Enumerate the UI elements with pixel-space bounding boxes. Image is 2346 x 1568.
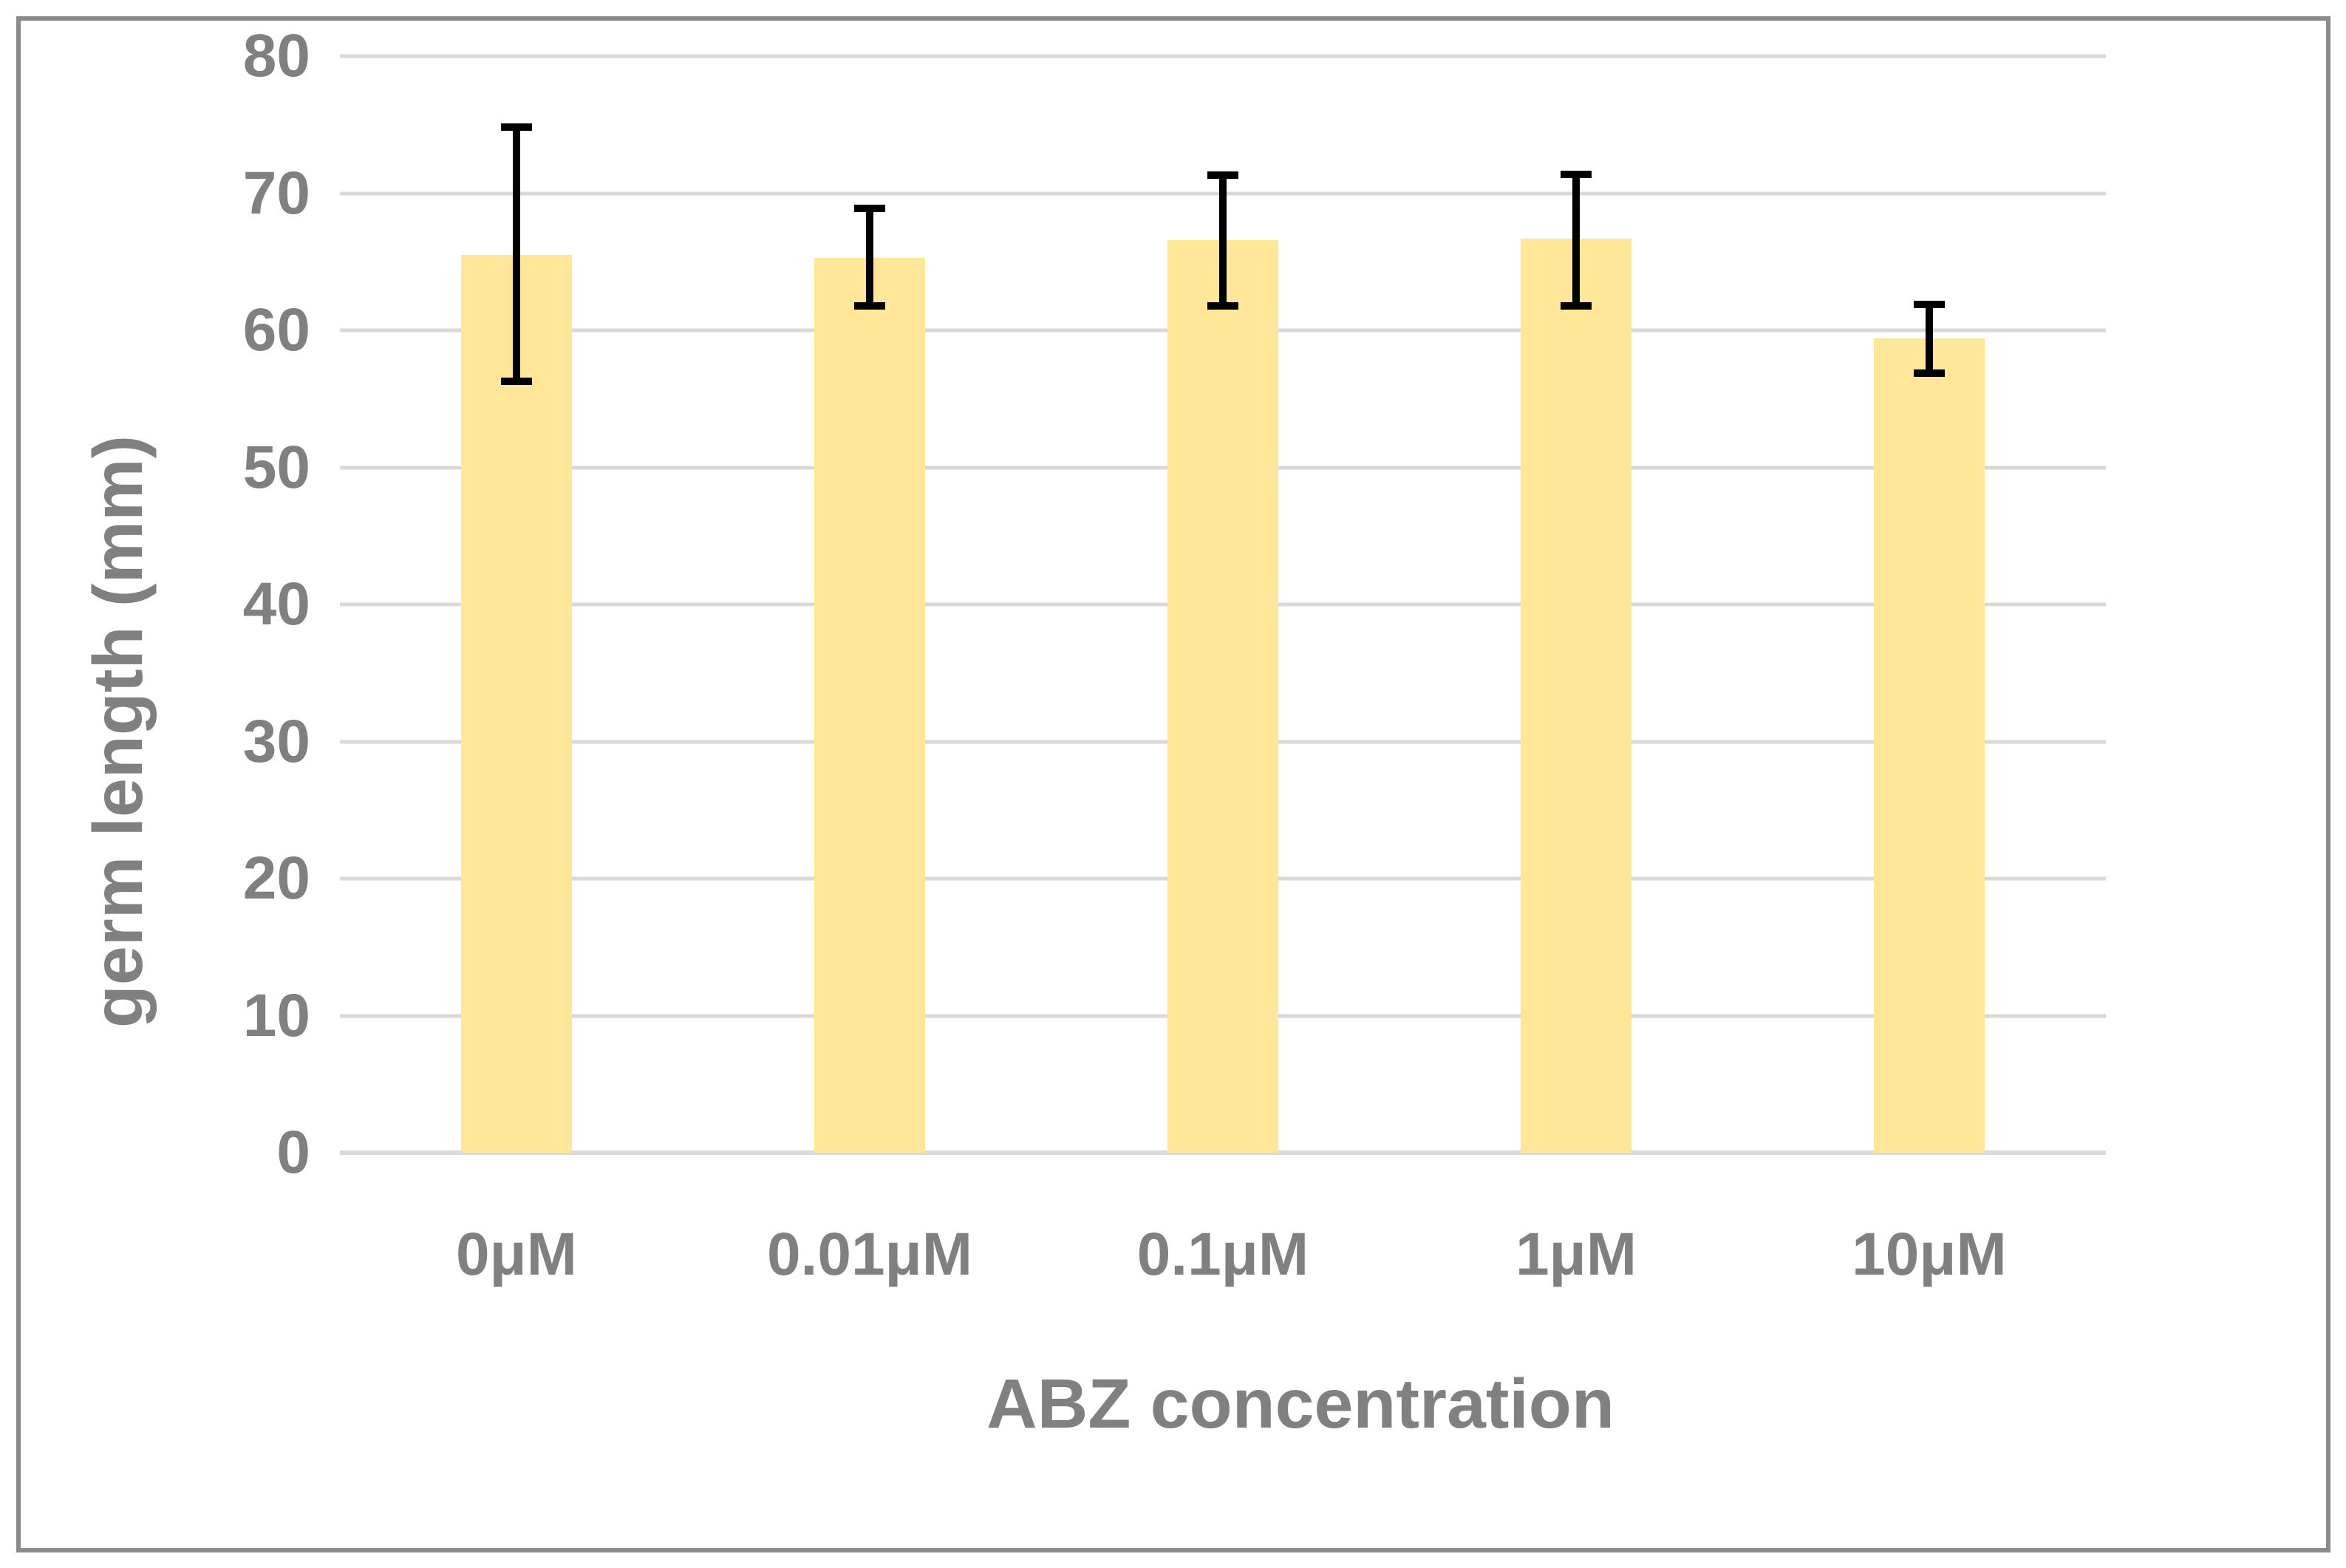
y-tick-label-80: 80: [242, 22, 310, 89]
error-cap-bottom-0.01μM: [854, 301, 885, 310]
plot-area: [340, 54, 2106, 1155]
error-bar-0.1μM: [1219, 175, 1227, 306]
error-bar-1μM: [1572, 174, 1580, 306]
bar-0.01μM: [814, 257, 925, 1153]
error-cap-bottom-0.1μM: [1207, 301, 1238, 310]
y-tick-label-50: 50: [242, 433, 310, 501]
error-cap-bottom-1μM: [1561, 301, 1592, 310]
y-tick-label-60: 60: [242, 296, 310, 364]
y-tick-label-40: 40: [242, 570, 310, 638]
y-tick-label-0: 0: [276, 1119, 310, 1186]
x-axis-title: ABZ concentration: [986, 1365, 1614, 1443]
error-cap-top-1μM: [1561, 170, 1592, 178]
y-tick-label-70: 70: [242, 159, 310, 227]
y-tick-label-30: 30: [242, 707, 310, 775]
error-cap-top-0μM: [501, 123, 532, 132]
bar-0μM: [461, 254, 572, 1153]
x-tick-label-1μM: 1μM: [1515, 1221, 1637, 1288]
x-tick-label-0μM: 0μM: [455, 1221, 578, 1288]
gridline-80: [340, 54, 2106, 58]
error-bar-0μM: [513, 127, 520, 381]
x-tick-label-0.01μM: 0.01μM: [766, 1221, 973, 1288]
error-bar-10μM: [1926, 304, 1933, 373]
y-tick-label-10: 10: [242, 981, 310, 1049]
gridline-0: [340, 1151, 2106, 1155]
bar-0.1μM: [1167, 239, 1278, 1153]
bar-10μM: [1874, 338, 1985, 1153]
error-bar-0.01μM: [866, 208, 873, 306]
error-cap-bottom-10μM: [1914, 369, 1945, 377]
error-cap-bottom-0μM: [501, 377, 532, 385]
error-cap-top-0.01μM: [854, 204, 885, 212]
y-tick-label-20: 20: [242, 845, 310, 912]
bar-1μM: [1521, 238, 1631, 1153]
error-cap-top-10μM: [1914, 300, 1945, 308]
error-cap-top-0.1μM: [1207, 171, 1238, 180]
x-tick-label-10μM: 10μM: [1852, 1221, 2007, 1288]
x-tick-label-0.1μM: 0.1μM: [1136, 1221, 1309, 1288]
